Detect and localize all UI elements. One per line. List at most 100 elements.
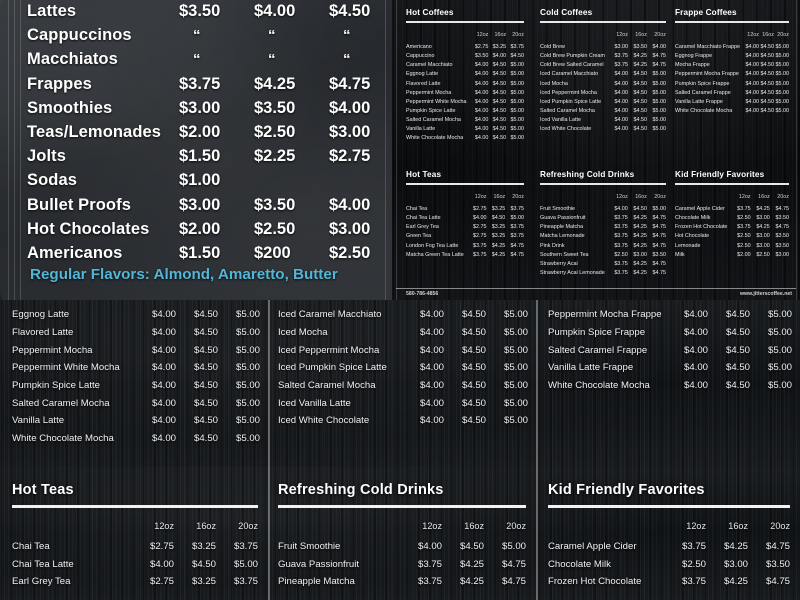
table-row: Frozen Hot Chocolate $3.75 $4.25 $4.75 bbox=[675, 223, 789, 232]
item-name: Pumpkin Spice Latte bbox=[406, 107, 456, 114]
item-price: $4.25 bbox=[756, 224, 770, 231]
table-row: Salted Caramel Mocha $4.00 $4.50 $5.00 bbox=[406, 115, 524, 124]
item-price: $3.75 bbox=[510, 233, 525, 240]
section-rule bbox=[406, 21, 524, 23]
main-chalkboard-panel: Lattes $3.50 $4.00 $4.50 Cappuccinos “““Macch… bbox=[0, 0, 392, 300]
section-title: Refreshing Cold Drinks bbox=[278, 482, 444, 498]
item-price: $4.00 bbox=[614, 98, 629, 105]
main-menu-row: Teas/Lemonades $2.00 $2.50 $3.00 bbox=[27, 123, 384, 147]
table-row: Caramel Macchiato Frappe $4.00 $4.50 $5.00 bbox=[675, 43, 789, 52]
item-price: $5.00 bbox=[652, 80, 667, 87]
item-price: $3.00 bbox=[179, 195, 221, 214]
item-price: $4.50 bbox=[461, 380, 486, 392]
table-row: Cappuccino $3.50 $4.00 $4.50 bbox=[406, 52, 524, 61]
table-row: Peppermint Mocha $4.00 $4.50 $5.00 bbox=[12, 341, 260, 359]
table-row: Pumpkin Spice Frappe $4.00 $4.50 $5.00 bbox=[675, 79, 789, 88]
item-price: $4.50 bbox=[193, 380, 218, 392]
item-name: Americano bbox=[406, 44, 432, 51]
item-price: $4.00 bbox=[151, 433, 176, 445]
item-price: $4.50 bbox=[633, 116, 647, 123]
section-rule bbox=[548, 505, 790, 508]
item-price: $3.75 bbox=[233, 540, 258, 552]
item-price: $5.00 bbox=[775, 71, 790, 78]
table-row: Vanilla Latte Frappe $4.00 $4.50 $5.00 bbox=[675, 97, 789, 106]
table-row: Frozen Hot Chocolate $3.75 $4.25 $4.75 bbox=[548, 573, 790, 591]
item-price: $4.75 bbox=[501, 558, 526, 570]
table-row: Iced Pumpkin Spice Latte $4.00 $4.50 $5.00 bbox=[278, 359, 528, 377]
board-frame-line-inner bbox=[14, 0, 15, 300]
item-price: $3.75 bbox=[233, 576, 258, 588]
item-price: $4.00 bbox=[419, 362, 444, 374]
item-price: $4.00 bbox=[151, 415, 176, 427]
main-menu-row: Frappes $3.75 $4.25 $4.75 bbox=[27, 75, 384, 99]
item-price: $5.00 bbox=[652, 206, 667, 213]
table-row: Guava Passionfruit $3.75 $4.25 $4.75 bbox=[540, 214, 666, 223]
bottom-col-kid-favorites: Kid Friendly Favorites 12oz 16oz 20oz Caram… bbox=[548, 482, 790, 600]
header-blank bbox=[540, 194, 609, 205]
item-name: Iced Mocha bbox=[540, 80, 568, 87]
section-title: Hot Teas bbox=[406, 170, 442, 179]
item-price: $3.75 bbox=[417, 558, 442, 570]
item-price: $4.50 bbox=[633, 80, 647, 87]
item-name: Vanilla Latte Frappe bbox=[675, 98, 723, 105]
item-price: $4.00 bbox=[473, 215, 487, 222]
item-price: $5.00 bbox=[767, 309, 792, 321]
item-price: $4.00 bbox=[149, 558, 174, 570]
item-price: $3.75 bbox=[614, 53, 629, 60]
item-name: Iced Caramel Macchiato bbox=[540, 71, 599, 78]
item-price: $3.75 bbox=[614, 269, 628, 276]
item-price: $4.50 bbox=[193, 415, 218, 427]
table-row: Iced Vanilla Latte $4.00 $4.50 $5.00 bbox=[278, 394, 528, 412]
item-price: $4.75 bbox=[652, 242, 667, 249]
item-name: Cold Brew Salted Caramel bbox=[540, 62, 604, 69]
item-price: $5.00 bbox=[767, 362, 792, 374]
item-price: $4.00 bbox=[745, 71, 760, 78]
size-header: 12oz bbox=[474, 193, 487, 200]
header-blank bbox=[548, 521, 664, 538]
mid-right-table: Peppermint Mocha Frappe $4.00 $4.50 $5.00 Pu… bbox=[548, 306, 792, 394]
size-header: 16oz bbox=[728, 520, 748, 531]
item-price: $4.00 bbox=[329, 98, 371, 117]
header-blank bbox=[12, 521, 132, 538]
table-row: Cold Brew Pumpkin Cream $3.75 $4.25 $4.75 bbox=[540, 52, 666, 61]
size-header: 16oz bbox=[635, 193, 647, 200]
item-price: $1.50 bbox=[179, 243, 221, 262]
item-price: $3.75 bbox=[614, 233, 628, 240]
table-row: Peppermint Mocha $4.00 $4.50 $5.00 bbox=[406, 88, 524, 97]
item-price: $4.00 bbox=[419, 380, 444, 392]
item-price: $4.50 bbox=[633, 107, 647, 114]
table-row: Caramel Apple Cider $3.75 $4.25 $4.75 bbox=[675, 205, 789, 214]
item-price: $4.75 bbox=[775, 224, 790, 231]
item-price: $4.75 bbox=[510, 251, 525, 258]
item-price: $3.75 bbox=[473, 242, 487, 249]
item-price: $4.00 bbox=[745, 62, 760, 69]
item-price: $4.00 bbox=[474, 89, 489, 96]
table-row: Pineapple Matcha $3.75 $4.25 $4.75 bbox=[278, 573, 526, 591]
table-row: Vanilla Latte Frappe $4.00 $4.50 $5.00 bbox=[548, 359, 792, 377]
size-header: 12oz bbox=[476, 31, 489, 38]
item-price: $4.00 bbox=[683, 344, 708, 356]
item-name: Eggnog Latte bbox=[12, 309, 70, 321]
bottom-left-table: 12oz 16oz 20oz Chai Tea $2.75 $3.25 $3.75 Chai … bbox=[12, 521, 258, 591]
item-name: Iced Caramel Macchiato bbox=[278, 309, 382, 321]
item-price: $4.00 bbox=[419, 415, 444, 427]
table-row: Vanilla Latte $4.00 $4.50 $5.00 bbox=[406, 124, 524, 133]
table-row: Iced White Chocolate $4.00 $4.50 $5.00 bbox=[278, 412, 528, 430]
item-price: $5.00 bbox=[235, 415, 260, 427]
main-menu-row: Hot Chocolates $2.00 $2.50 $3.00 bbox=[27, 220, 384, 244]
panel-edge-line-right bbox=[796, 0, 797, 302]
size-header: 20oz bbox=[512, 31, 524, 38]
item-price: $4.00 bbox=[419, 344, 444, 356]
refreshing-cold-drinks-table: 12oz 16oz 20oz Fruit Smoothie $4.00 $4.50 $5.0… bbox=[540, 194, 666, 278]
table-row: Chai Tea Latte $4.00 $4.50 $5.00 bbox=[406, 214, 524, 223]
header-blank bbox=[675, 32, 744, 43]
item-price: $2.50 bbox=[737, 233, 751, 240]
item-name: Strawberry Acai bbox=[540, 260, 578, 267]
main-menu-row: Cappuccinos “ “ “ bbox=[27, 26, 384, 50]
size-header: 20oz bbox=[654, 31, 666, 38]
size-header: 12oz bbox=[747, 31, 759, 38]
item-name: Salted Caramel Mocha bbox=[12, 397, 110, 409]
item-name: Salted Caramel Mocha bbox=[406, 116, 461, 123]
item-name: Iced Vanilla Latte bbox=[540, 116, 581, 123]
mid-left-table: Eggnog Latte $4.00 $4.50 $5.00 Flavored Latt… bbox=[12, 306, 260, 448]
